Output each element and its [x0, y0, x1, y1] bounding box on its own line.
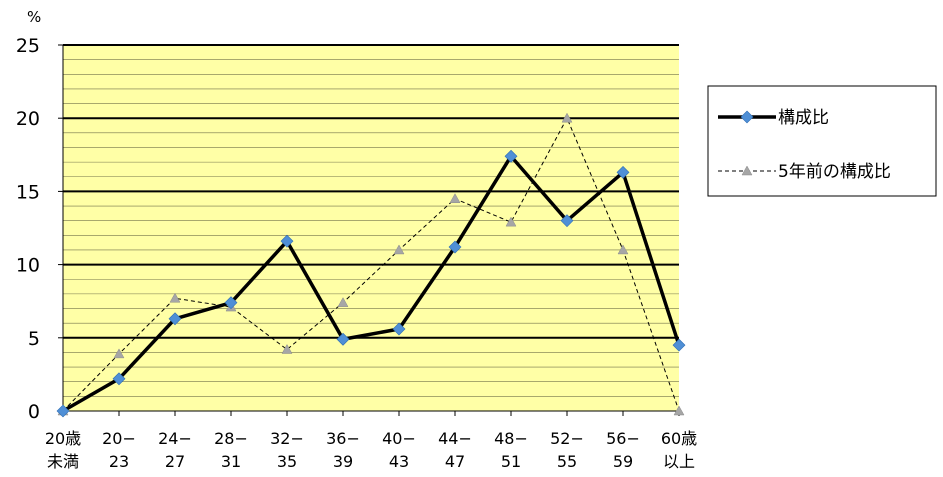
x-tick-label: 23 — [109, 452, 129, 471]
legend-label: 5年前の構成比 — [778, 162, 891, 182]
data-point-diamond — [224, 296, 238, 310]
x-tick-label: 52− — [550, 429, 584, 448]
y-tick-label: 20 — [16, 108, 40, 130]
data-point-diamond — [280, 234, 294, 248]
x-tick-label: 31 — [221, 452, 241, 471]
x-tick-label: 36− — [326, 429, 360, 448]
plot-area — [63, 45, 679, 411]
x-tick-label: 28− — [214, 429, 248, 448]
x-tick-label: 59 — [613, 452, 633, 471]
data-point-diamond — [672, 338, 686, 352]
data-point-diamond — [112, 372, 126, 386]
data-point-triangle — [673, 405, 685, 416]
data-point-triangle — [505, 216, 517, 227]
y-tick-label: 0 — [28, 401, 40, 423]
series-line — [62, 153, 681, 413]
y-tick-label: 10 — [16, 255, 40, 277]
y-axis-ticks: 0 5 10 15 20 25 — [16, 35, 40, 423]
data-point-triangle — [393, 244, 405, 255]
x-tick-label: 47 — [445, 452, 465, 471]
data-point-triangle — [337, 297, 349, 307]
y-tick-label: 5 — [28, 328, 40, 350]
legend-box — [707, 85, 937, 197]
x-tick-label: 35 — [277, 452, 297, 471]
x-tick-label: 39 — [333, 452, 353, 471]
data-point-triangle — [113, 348, 125, 359]
x-tick-label: 32− — [270, 429, 304, 448]
data-point-diamond — [56, 404, 70, 418]
x-tick-label: 未満 — [47, 452, 79, 471]
grid-lines — [63, 44, 679, 397]
x-tick-label: 以上 — [663, 452, 695, 471]
data-point-diamond — [616, 165, 630, 179]
data-point-diamond — [336, 332, 350, 346]
data-point-triangle — [169, 292, 181, 303]
x-tick-label: 48− — [494, 429, 528, 448]
data-point-diamond — [168, 312, 182, 326]
data-point-triangle — [281, 343, 293, 354]
x-tick-label: 40− — [382, 429, 416, 448]
x-tick-label: 44− — [438, 429, 472, 448]
data-point-triangle — [561, 112, 573, 123]
x-tick-label: 60歳 — [661, 429, 697, 448]
data-point-diamond — [504, 149, 518, 163]
x-tick-label: 51 — [501, 452, 521, 471]
series-line — [62, 117, 680, 412]
y-axis-unit-label: % — [27, 8, 41, 26]
data-point-diamond — [448, 240, 462, 254]
series-1 — [56, 149, 686, 418]
data-point-diamond — [560, 214, 574, 228]
data-point-diamond — [740, 110, 754, 124]
legend: 構成比 5年前の構成比 — [707, 85, 937, 197]
y-tick-label: 25 — [16, 35, 40, 57]
legend-label: 構成比 — [778, 108, 829, 128]
series-group — [56, 112, 686, 418]
x-tick-label: 56− — [606, 429, 640, 448]
x-tick-label: 20− — [102, 429, 136, 448]
x-tick-label: 27 — [165, 452, 185, 471]
y-tick-label: 15 — [16, 181, 40, 203]
x-tick-label: 20歳 — [45, 429, 81, 448]
x-tick-label: 24− — [158, 429, 192, 448]
data-point-triangle — [449, 193, 461, 203]
x-tick-label: 55 — [557, 452, 577, 471]
data-point-diamond — [392, 322, 406, 336]
data-point-triangle — [741, 165, 753, 176]
x-tick-label: 43 — [389, 452, 409, 471]
data-point-triangle — [617, 244, 629, 255]
